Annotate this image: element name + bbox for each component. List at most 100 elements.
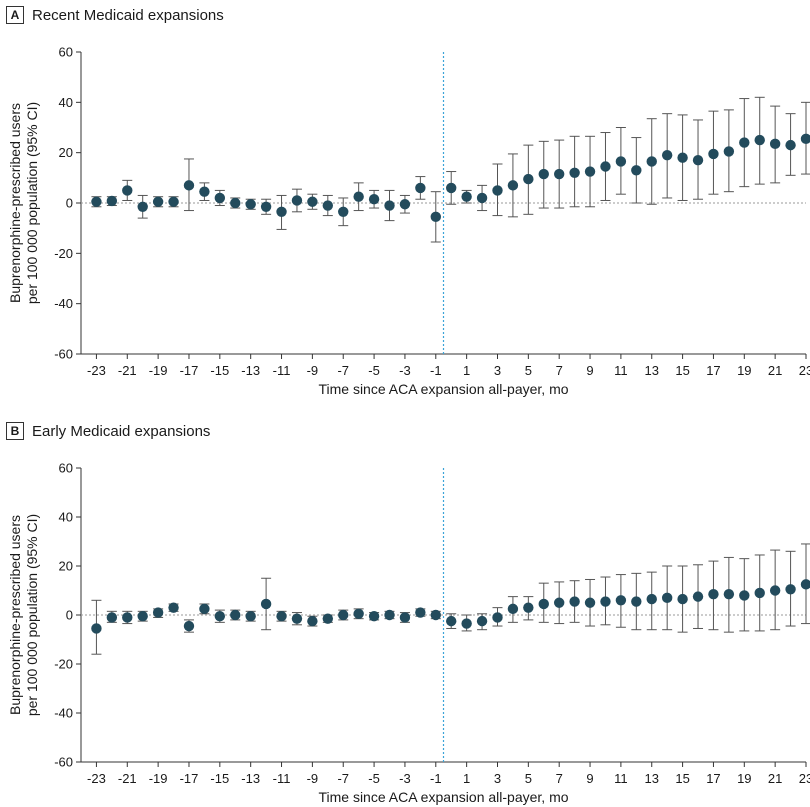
x-tick-label: -11 [273,771,291,786]
data-point-group [785,113,796,176]
data-point [368,194,380,205]
x-tick-label: 7 [556,363,563,378]
data-point [230,197,241,209]
data-point [600,596,611,607]
data-point-group [507,153,519,218]
data-point-group [91,599,102,655]
data-point [230,609,241,621]
y-axis-label-line-2: per 100 000 population (95% CI) [24,514,40,716]
data-point-group [538,582,549,623]
x-tick-label: -9 [307,363,319,378]
data-point-group [291,188,303,213]
y-tick-label: 20 [59,559,73,574]
data-point [137,611,148,622]
x-tick-label: 23 [799,771,810,786]
x-tick-label: -3 [399,771,411,786]
data-point [584,597,596,608]
data-point-group [615,127,627,195]
data-point-group [523,596,534,621]
data-point [399,612,411,623]
y-tick-label: 0 [66,196,73,211]
data-point-group [538,140,549,209]
data-point-group [415,176,426,200]
x-tick-label: 11 [614,771,628,786]
data-point-group [584,135,596,208]
x-tick-label: 5 [525,363,532,378]
data-point [122,612,133,623]
x-tick-label: 23 [799,363,810,378]
data-point-group [492,163,503,217]
data-point-group [507,596,519,623]
y-tick-label: 0 [66,608,73,623]
data-point-group [523,144,534,215]
data-point-group [553,139,565,209]
x-tick-label: 9 [586,363,593,378]
y-tick-label: 40 [59,95,73,110]
data-point-group [214,609,226,623]
x-tick-label: 3 [494,771,501,786]
data-point [91,196,102,207]
data-point-group [137,610,148,622]
data-point [260,201,272,212]
x-tick-label: -19 [149,771,168,786]
data-point [507,180,519,191]
x-tick-label: -1 [430,771,442,786]
data-point-group [183,619,195,633]
panel-b: B Early Medicaid expansions 60 40 20 0 -20 -4… [0,420,810,807]
data-point [245,611,256,622]
data-point-group [569,580,580,623]
data-point-group [754,554,765,632]
data-point [322,200,334,211]
data-point [353,191,364,202]
data-point-group [739,558,750,632]
data-point [137,201,148,212]
y-tick-label: -40 [54,706,73,721]
data-point-group [122,179,133,201]
y-tick-label: -20 [54,246,73,261]
panel-a-header: A Recent Medicaid expansions [6,4,224,26]
data-point [800,579,810,590]
data-point-group [106,195,118,207]
data-point [106,195,118,207]
y-tick-label: -40 [54,296,73,311]
x-tick-label: -15 [210,771,229,786]
data-point-group [230,609,241,621]
y-tick-label: 60 [59,461,73,476]
data-point [199,186,210,197]
data-point-group [723,109,735,193]
data-point-group [276,610,287,622]
data-point [553,597,565,608]
data-point [569,167,580,178]
y-tick-label: 20 [59,145,73,160]
data-point-group [260,198,272,215]
data-point [492,185,503,196]
data-point [106,612,118,623]
data-point [800,133,810,145]
x-tick-label: 15 [675,771,689,786]
data-point-group [600,132,611,201]
data-point-group [708,560,719,631]
data-point [461,618,472,629]
x-tick-label: -21 [118,363,137,378]
data-point [122,185,133,196]
data-point [769,138,781,150]
x-tick-label: 7 [556,771,563,786]
data-point-group [553,581,565,625]
x-tick-label: 17 [706,363,720,378]
data-point-group [723,556,735,633]
data-point [338,609,349,621]
data-point-group [631,137,642,204]
data-point-group [461,614,472,632]
data-point [708,148,719,160]
data-point-group [692,564,704,629]
data-point [199,603,210,615]
data-point [446,182,457,194]
data-point-group [214,189,226,207]
data-point-group [91,196,102,208]
data-point [152,196,164,207]
data-point [692,591,704,602]
data-point-group [199,182,210,201]
panel-b-letter: B [6,422,24,440]
data-point [507,603,519,615]
